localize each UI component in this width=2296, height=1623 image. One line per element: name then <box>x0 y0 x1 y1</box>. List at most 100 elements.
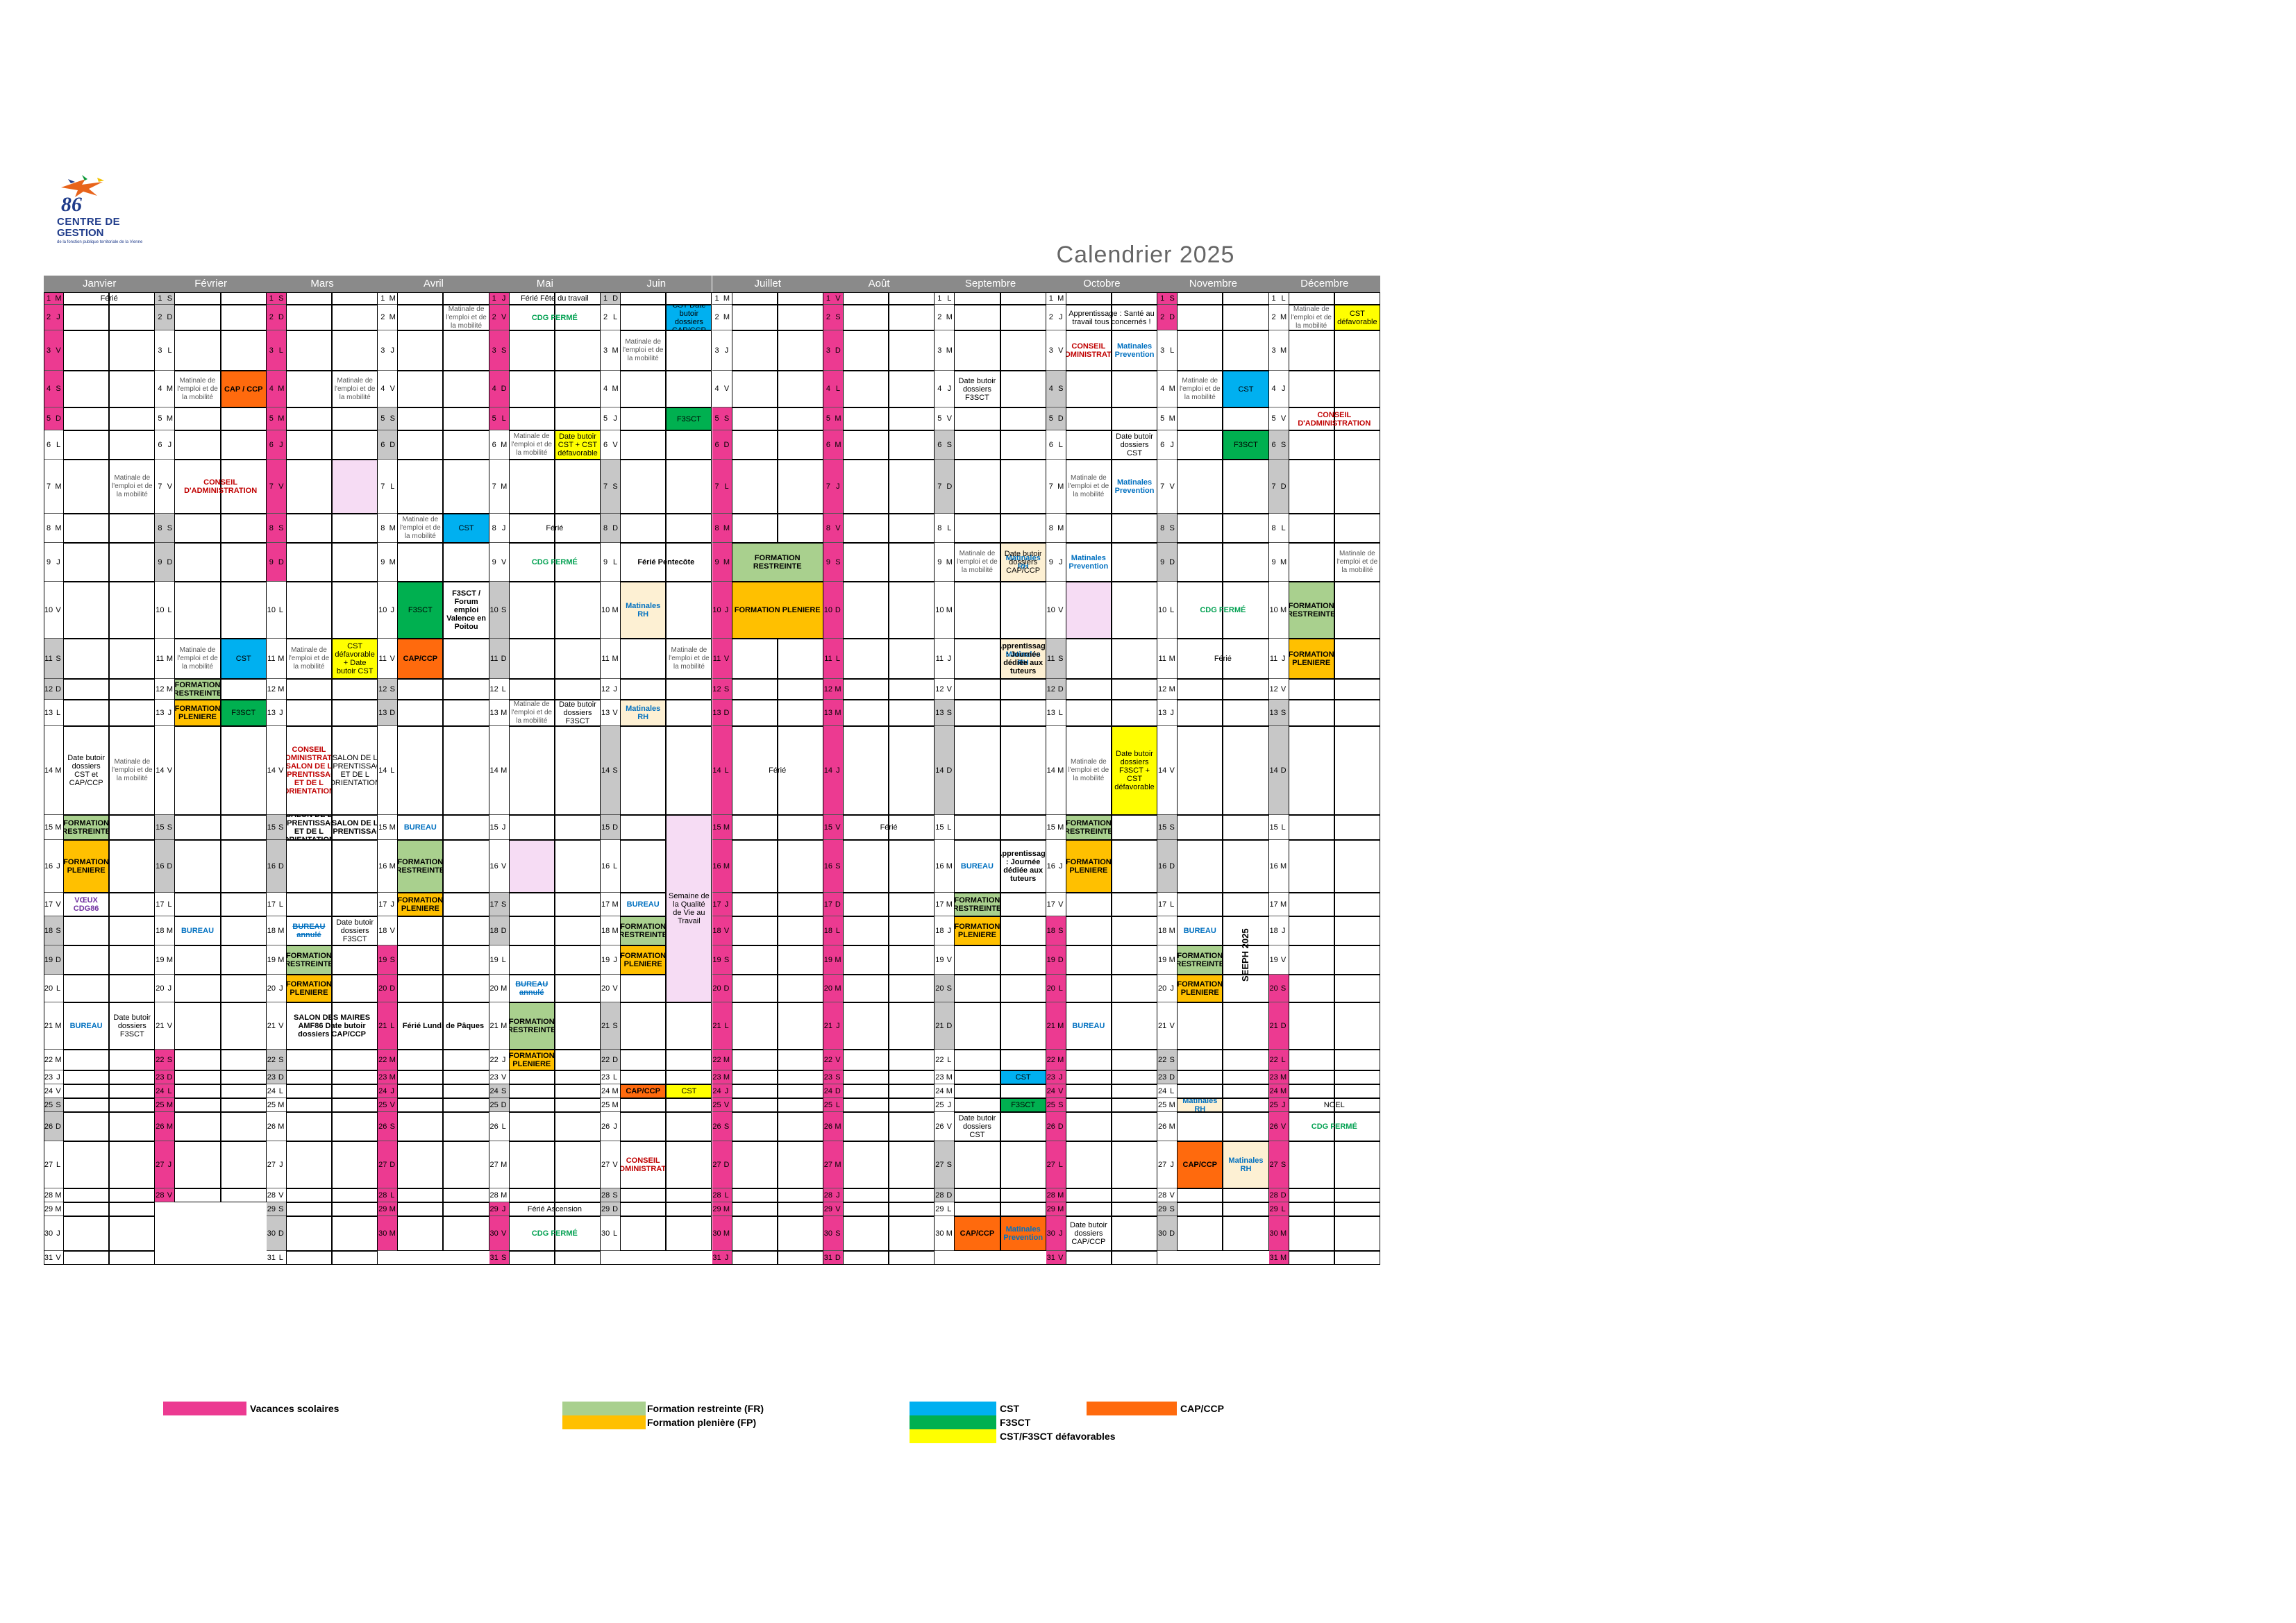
day-slot-b[interactable] <box>109 639 156 679</box>
day-slot-b[interactable] <box>332 975 378 1002</box>
day-slot-b[interactable] <box>443 305 489 330</box>
day-slot-b[interactable] <box>220 1070 267 1084</box>
day-slot-b[interactable] <box>109 679 156 700</box>
day-slot-b[interactable] <box>220 975 267 1002</box>
day-slot-b[interactable] <box>332 371 378 407</box>
day-slot-b[interactable] <box>332 1112 378 1141</box>
day-slot-a[interactable] <box>63 514 110 543</box>
day-slot-a[interactable] <box>174 1112 221 1141</box>
day-slot-b[interactable] <box>109 514 156 543</box>
day-slot-a[interactable] <box>397 1050 444 1070</box>
day-slot-b[interactable] <box>443 330 489 371</box>
day-slot-a[interactable] <box>285 726 333 815</box>
day-slot-a[interactable] <box>397 815 444 840</box>
day-slot-a[interactable] <box>174 726 221 815</box>
day-slot-b[interactable] <box>109 371 156 407</box>
day-slot-b[interactable] <box>109 893 156 916</box>
day-slot-b[interactable] <box>109 1002 156 1050</box>
day-slot-a[interactable] <box>397 639 444 679</box>
day-slot-b[interactable] <box>220 407 267 430</box>
day-slot-a[interactable] <box>63 945 110 975</box>
day-slot-b[interactable] <box>332 840 378 893</box>
day-slot-a[interactable] <box>63 679 110 700</box>
day-slot-a[interactable] <box>285 1112 333 1141</box>
day-slot-a[interactable] <box>285 1202 333 1216</box>
day-slot-a[interactable] <box>285 639 333 679</box>
day-slot-b[interactable] <box>443 407 489 430</box>
day-slot-a[interactable] <box>285 840 333 893</box>
day-slot-a[interactable] <box>174 330 221 371</box>
day-slot-b[interactable] <box>109 543 156 582</box>
day-slot-a[interactable] <box>63 893 110 916</box>
day-slot-a[interactable] <box>508 305 555 330</box>
day-slot-a[interactable] <box>63 305 110 330</box>
day-slot-a[interactable] <box>285 460 333 514</box>
day-slot-b[interactable] <box>443 679 489 700</box>
day-slot-b[interactable] <box>332 1188 378 1202</box>
day-slot-b[interactable] <box>109 407 156 430</box>
day-slot-a[interactable] <box>285 679 333 700</box>
day-slot-a[interactable] <box>174 1141 221 1188</box>
day-slot-b[interactable] <box>332 1084 378 1098</box>
day-slot-a[interactable] <box>63 1084 110 1098</box>
day-slot-a[interactable] <box>285 407 333 430</box>
day-slot-b[interactable] <box>220 514 267 543</box>
day-slot-a[interactable] <box>174 1098 221 1112</box>
day-slot-b[interactable] <box>332 1002 378 1050</box>
day-slot-a[interactable] <box>63 460 110 514</box>
day-slot-a[interactable] <box>174 975 221 1002</box>
day-slot-b[interactable] <box>109 460 156 514</box>
day-slot-b[interactable] <box>443 1141 489 1188</box>
day-slot-b[interactable] <box>220 916 267 945</box>
day-slot-a[interactable] <box>397 430 444 460</box>
day-slot-a[interactable] <box>285 1141 333 1188</box>
day-slot-b[interactable] <box>443 514 489 543</box>
day-slot-b[interactable] <box>220 305 267 330</box>
day-slot-a[interactable] <box>285 371 333 407</box>
day-slot-a[interactable] <box>63 916 110 945</box>
day-slot-a[interactable] <box>285 305 333 330</box>
day-slot-a[interactable] <box>63 1141 110 1188</box>
day-slot-b[interactable] <box>220 815 267 840</box>
day-slot-b[interactable] <box>443 1202 489 1216</box>
day-slot-a[interactable] <box>63 582 110 639</box>
day-slot-b[interactable] <box>443 1098 489 1112</box>
day-slot-b[interactable] <box>109 726 156 815</box>
day-slot-a[interactable] <box>174 371 221 407</box>
day-slot-b[interactable] <box>109 945 156 975</box>
day-slot-b[interactable] <box>443 893 489 916</box>
day-slot-b[interactable] <box>109 1050 156 1070</box>
day-slot-b[interactable] <box>443 1112 489 1141</box>
day-slot-b[interactable] <box>109 916 156 945</box>
day-slot-b[interactable] <box>443 726 489 815</box>
day-slot-a[interactable] <box>397 700 444 726</box>
day-slot-b[interactable] <box>443 1002 489 1050</box>
day-slot-a[interactable] <box>63 1002 110 1050</box>
day-slot-a[interactable] <box>285 582 333 639</box>
day-slot-a[interactable] <box>63 543 110 582</box>
day-slot-b[interactable] <box>332 330 378 371</box>
day-slot-a[interactable] <box>174 840 221 893</box>
day-slot-b[interactable] <box>332 916 378 945</box>
day-slot-a[interactable] <box>397 1070 444 1084</box>
day-slot-a[interactable] <box>397 1098 444 1112</box>
day-slot-a[interactable] <box>174 679 221 700</box>
day-slot-a[interactable] <box>285 1188 333 1202</box>
day-slot-b[interactable] <box>332 582 378 639</box>
day-slot-a[interactable] <box>397 1112 444 1141</box>
day-slot-b[interactable] <box>443 1084 489 1098</box>
day-slot-a[interactable] <box>174 305 221 330</box>
day-slot-a[interactable] <box>285 1070 333 1084</box>
day-slot-b[interactable] <box>332 1098 378 1112</box>
day-slot-b[interactable] <box>443 916 489 945</box>
day-slot-a[interactable] <box>285 975 333 1002</box>
day-slot-a[interactable] <box>397 916 444 945</box>
day-slot-a[interactable] <box>174 916 221 945</box>
day-slot-b[interactable] <box>443 582 489 639</box>
day-slot-a[interactable] <box>397 840 444 893</box>
day-slot-b[interactable] <box>443 815 489 840</box>
day-slot-b[interactable] <box>332 815 378 840</box>
day-slot-b[interactable] <box>109 305 156 330</box>
day-slot-a[interactable] <box>63 1216 110 1251</box>
day-slot-b[interactable] <box>220 430 267 460</box>
